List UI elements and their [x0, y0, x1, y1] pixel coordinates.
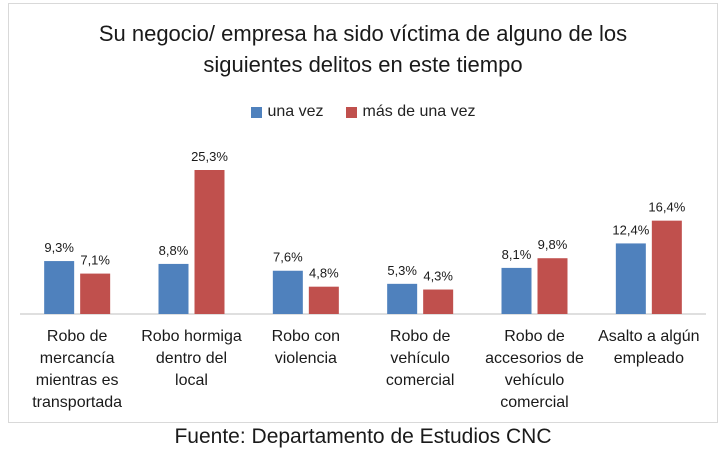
legend-label-mas-de-una-vez: más de una vez: [362, 103, 476, 120]
legend-swatch-una-vez: [250, 106, 262, 118]
category-label-4: Robo de accesorios de vehículo comercial: [479, 326, 591, 414]
bar-una-vez-1: [158, 263, 189, 314]
data-label-mas-de-una-vez-5: 16,4%: [648, 200, 685, 215]
category-label-2-line-0: Robo con: [271, 328, 341, 345]
bar-mas-de-una-vez-0: [80, 273, 111, 314]
category-label-3-line-0: Robo de: [389, 328, 451, 345]
category-label-3-line-2: comercial: [385, 372, 455, 389]
bar-mas-de-una-vez-5: [651, 220, 682, 314]
data-label-mas-de-una-vez-0: 7,1%: [80, 253, 110, 268]
data-label-una-vez-4: 8,1%: [502, 247, 532, 262]
chart-title-line-2: siguientes delitos en este tiempo: [203, 52, 523, 77]
bar-mas-de-una-vez-4: [537, 258, 568, 314]
legend-item-una-vez: una vez: [250, 103, 324, 121]
category-label-5-line-1: empleado: [613, 350, 684, 367]
category-label-2-line-1: violencia: [274, 350, 337, 367]
bar-una-vez-5: [615, 243, 646, 314]
data-label-una-vez-2: 7,6%: [273, 250, 303, 265]
bar-mas-de-una-vez-3: [423, 289, 454, 314]
data-label-una-vez-1: 8,8%: [159, 243, 189, 258]
chart-frame: [8, 3, 718, 423]
category-label-0-line-1: mercancía: [39, 350, 115, 367]
category-label-1-line-0: Robo hormiga: [141, 328, 242, 345]
bar-mas-de-una-vez-1: [194, 170, 225, 314]
bar-una-vez-0: [44, 261, 75, 314]
category-label-5: Asalto a algún empleado: [593, 326, 705, 370]
category-label-0-line-0: Robo de: [46, 328, 108, 345]
category-label-4-line-3: comercial: [500, 394, 569, 411]
category-label-0-line-2: mientras es: [35, 372, 119, 389]
bar-mas-de-una-vez-2: [308, 286, 339, 314]
legend-label-una-vez: una vez: [267, 103, 324, 120]
data-label-mas-de-una-vez-2: 4,8%: [309, 266, 339, 281]
legend-swatch-mas-de-una-vez: [345, 106, 357, 118]
category-label-2: Robo con violencia: [250, 326, 362, 370]
category-label-1: Robo hormiga dentro del local: [136, 326, 248, 392]
bar-una-vez-3: [387, 283, 418, 314]
chart-title-line-1: Su negocio/ empresa ha sido víctima de a…: [98, 21, 628, 46]
category-label-1-line-2: local: [175, 372, 208, 389]
category-label-3: Robo de vehículo comercial: [364, 326, 476, 392]
category-label-0-line-3: transportada: [32, 394, 123, 411]
category-label-1-line-1: dentro del: [155, 350, 228, 367]
bar-una-vez-2: [272, 270, 303, 314]
category-label-4-line-2: vehículo: [504, 372, 565, 389]
source-note: Fuente: Departamento de Estudios CNC: [174, 425, 552, 448]
data-label-mas-de-una-vez-1: 25,3%: [191, 149, 228, 164]
bar-una-vez-4: [501, 267, 532, 314]
data-label-una-vez-3: 5,3%: [387, 263, 417, 278]
chart-title: Su negocio/ empresa ha sido víctima de a…: [0, 18, 726, 80]
data-label-una-vez-5: 12,4%: [612, 222, 649, 237]
legend-item-mas-de-una-vez: más de una vez: [345, 103, 476, 121]
data-label-mas-de-una-vez-4: 9,8%: [538, 237, 568, 252]
data-label-una-vez-0: 9,3%: [44, 240, 74, 255]
category-label-5-line-0: Asalto a algún: [598, 328, 700, 345]
chart-legend: una vez más de una vez: [0, 103, 726, 121]
data-label-mas-de-una-vez-3: 4,3%: [423, 269, 453, 284]
category-label-0: Robo de mercancía mientras es transportada: [21, 326, 133, 414]
category-label-4-line-1: accesorios de: [485, 350, 584, 367]
category-label-4-line-0: Robo de: [504, 328, 565, 345]
category-label-3-line-1: vehículo: [390, 350, 450, 367]
